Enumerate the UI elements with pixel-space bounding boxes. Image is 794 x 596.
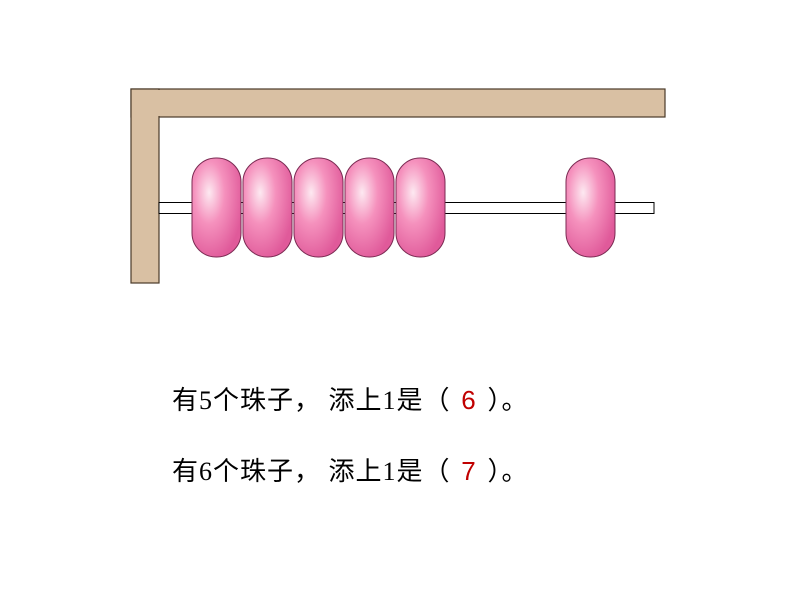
question-text-block: 有5个珠子， 添上1是（ 6 ）。 有6个珠子， 添上1是（ 7 ）。	[172, 380, 529, 522]
bead-1	[192, 158, 241, 257]
line2-part2: ）。	[480, 457, 529, 486]
line1-part2: ）。	[480, 386, 529, 415]
bead-right	[566, 158, 615, 257]
line1-part1: 有5个珠子， 添上1是（	[172, 386, 458, 415]
bead-4	[345, 158, 394, 257]
text-line-2: 有6个珠子， 添上1是（ 7 ）。	[172, 451, 529, 488]
line1-answer: 6	[458, 385, 480, 416]
bead-2	[243, 158, 292, 257]
abacus-diagram	[0, 0, 794, 325]
line2-answer: 7	[458, 456, 480, 487]
bead-group-left	[192, 158, 445, 257]
text-line-1: 有5个珠子， 添上1是（ 6 ）。	[172, 380, 529, 417]
line2-part1: 有6个珠子， 添上1是（	[172, 457, 458, 486]
abacus-svg	[0, 0, 794, 320]
bead-3	[294, 158, 343, 257]
bead-5	[396, 158, 445, 257]
